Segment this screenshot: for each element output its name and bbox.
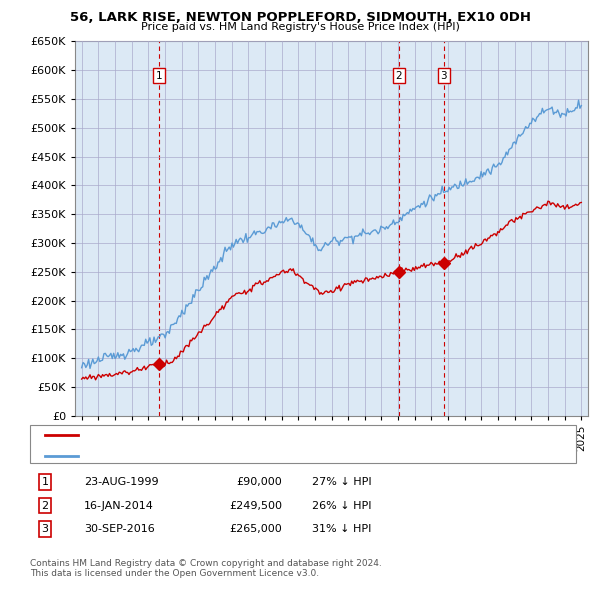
Text: £249,500: £249,500: [229, 501, 282, 510]
Text: £90,000: £90,000: [236, 477, 282, 487]
Text: 30-SEP-2016: 30-SEP-2016: [84, 525, 155, 534]
Text: 27% ↓ HPI: 27% ↓ HPI: [312, 477, 371, 487]
Text: 2: 2: [395, 71, 402, 81]
Text: This data is licensed under the Open Government Licence v3.0.: This data is licensed under the Open Gov…: [30, 569, 319, 578]
Text: 31% ↓ HPI: 31% ↓ HPI: [312, 525, 371, 534]
Text: 2: 2: [41, 501, 49, 510]
Text: 1: 1: [156, 71, 163, 81]
Text: 56, LARK RISE, NEWTON POPPLEFORD, SIDMOUTH, EX10 0DH (detached house): 56, LARK RISE, NEWTON POPPLEFORD, SIDMOU…: [84, 431, 482, 440]
Text: 16-JAN-2014: 16-JAN-2014: [84, 501, 154, 510]
Text: Price paid vs. HM Land Registry's House Price Index (HPI): Price paid vs. HM Land Registry's House …: [140, 22, 460, 32]
Text: HPI: Average price, detached house, East Devon: HPI: Average price, detached house, East…: [84, 451, 325, 461]
Text: £265,000: £265,000: [229, 525, 282, 534]
Text: 1: 1: [41, 477, 49, 487]
Text: 3: 3: [41, 525, 49, 534]
Text: 56, LARK RISE, NEWTON POPPLEFORD, SIDMOUTH, EX10 0DH: 56, LARK RISE, NEWTON POPPLEFORD, SIDMOU…: [70, 11, 530, 24]
Text: 23-AUG-1999: 23-AUG-1999: [84, 477, 158, 487]
Text: 26% ↓ HPI: 26% ↓ HPI: [312, 501, 371, 510]
Text: 3: 3: [440, 71, 447, 81]
Text: Contains HM Land Registry data © Crown copyright and database right 2024.: Contains HM Land Registry data © Crown c…: [30, 559, 382, 568]
